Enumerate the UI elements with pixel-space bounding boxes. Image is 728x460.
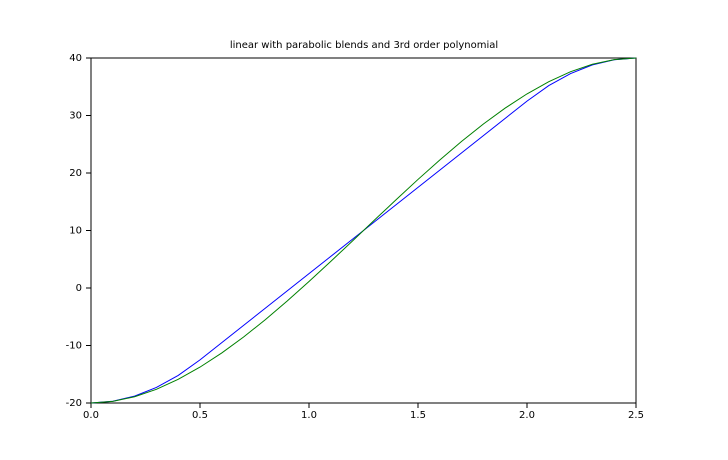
- chart-title: linear with parabolic blends and 3rd ord…: [230, 40, 498, 51]
- x-tick-label: 2.0: [519, 410, 535, 421]
- y-tick-label: 30: [69, 111, 82, 122]
- x-tick-label: 1.5: [410, 410, 426, 421]
- y-tick-label: 0: [76, 283, 82, 294]
- x-tick-label: 1.0: [301, 410, 317, 421]
- x-tick-label: 0.5: [192, 410, 208, 421]
- y-tick-label: 20: [69, 168, 82, 179]
- y-tick-label: -20: [66, 398, 82, 409]
- y-tick-label: 40: [69, 53, 82, 64]
- y-tick-label: 10: [69, 226, 82, 237]
- x-tick-label: 0.0: [83, 410, 99, 421]
- line-series: [90, 57, 637, 404]
- x-tick-label: 2.5: [628, 410, 644, 421]
- y-tick-label: -10: [66, 341, 82, 352]
